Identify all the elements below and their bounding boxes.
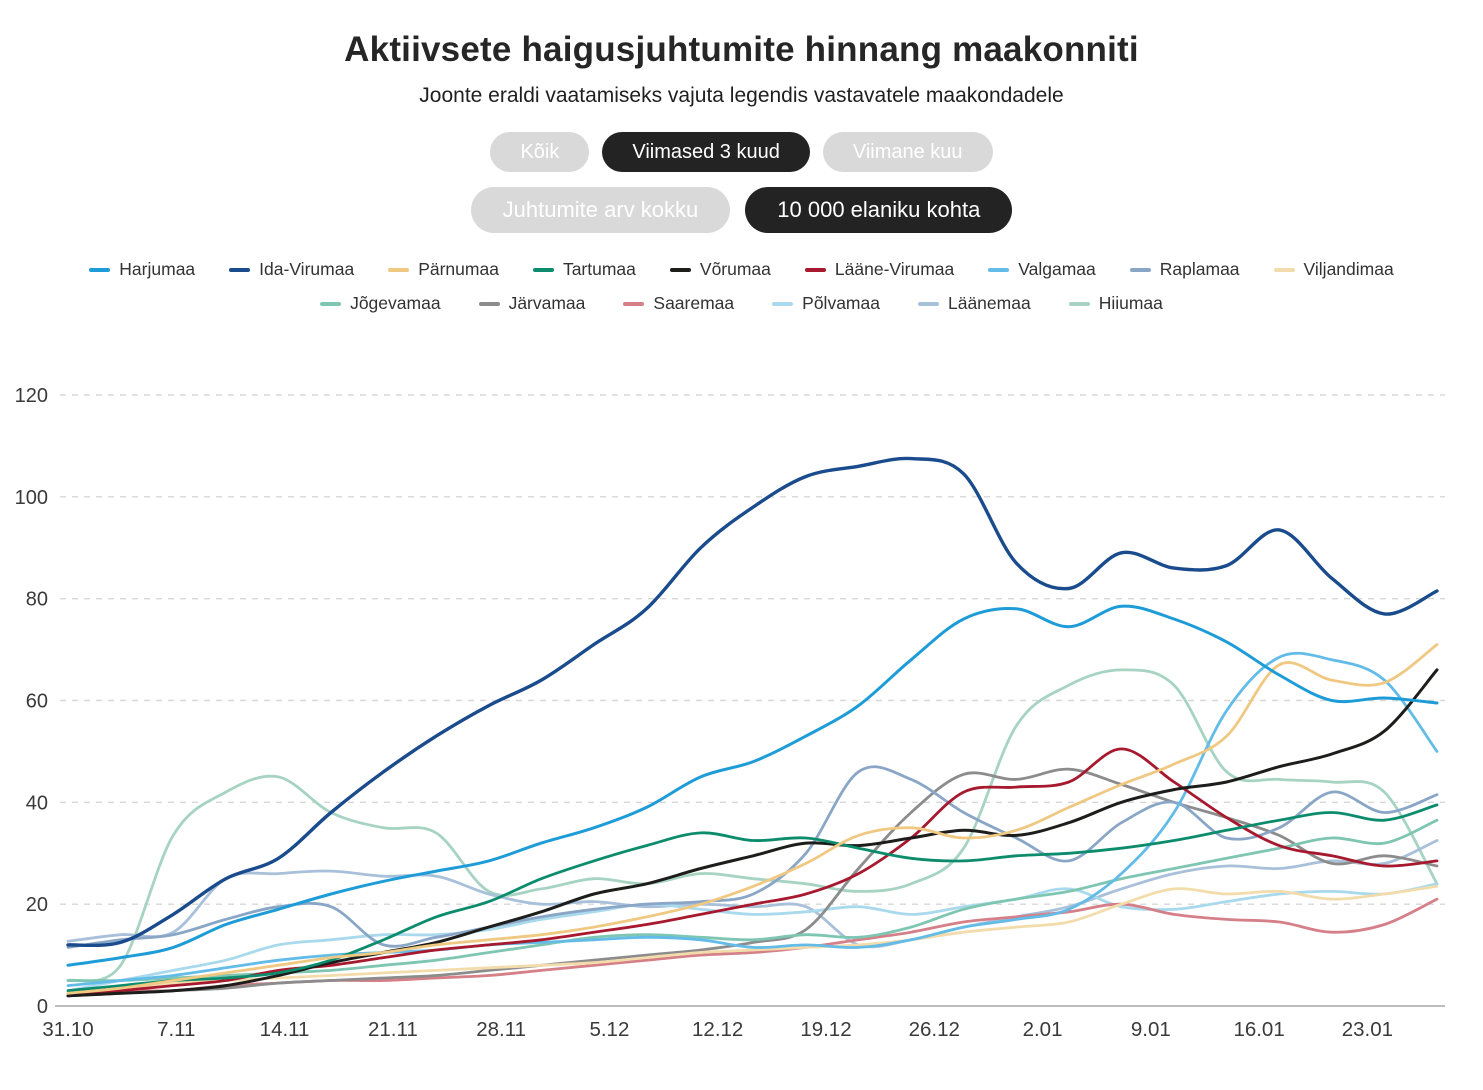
y-axis-tick-label: 80	[26, 589, 48, 611]
x-axis-tick-label: 12.12	[692, 1018, 743, 1041]
series-line-p-lvamaa[interactable]	[66, 882, 1439, 993]
legend-label: Järvamaa	[508, 293, 586, 313]
series-line-j-rvamaa[interactable]	[66, 767, 1439, 998]
legend-swatch-ida-virumaa	[229, 267, 251, 272]
y-axis-tick-label: 120	[15, 385, 48, 407]
x-axis-tick-label: 9.01	[1131, 1018, 1171, 1041]
legend-item-p-rnumaa[interactable]: Pärnumaa	[388, 259, 499, 280]
y-axis-tick-label: 100	[15, 487, 48, 509]
series-line-l-nemaa[interactable]	[66, 839, 1439, 949]
x-axis-tick-label: 2.01	[1023, 1018, 1063, 1041]
period-filter-group: Kõik Viimased 3 kuud Viimane kuu	[0, 132, 1483, 172]
legend-swatch-j-rvamaa	[478, 301, 500, 306]
legend-swatch-v-rumaa	[669, 267, 691, 272]
x-axis-tick-label: 23.01	[1342, 1018, 1393, 1041]
series-line-ida-virumaa[interactable]	[66, 456, 1439, 948]
legend-label: Põlvamaa	[802, 293, 880, 313]
page-title: Aktiivsete haigusjuhtumite hinnang maako…	[344, 30, 1139, 69]
legend-swatch-l-ne-virumaa	[804, 267, 826, 272]
filter-button-viimane-kuu[interactable]: Viimane kuu	[822, 132, 993, 172]
legend-swatch-tartumaa	[532, 267, 554, 272]
page-subtitle: Joonte eraldi vaatamiseks vajuta legendi…	[419, 84, 1064, 107]
filter-button-k-ik[interactable]: Kõik	[490, 132, 590, 172]
legend-label: Lääne-Virumaa	[834, 259, 955, 279]
series-line-valgamaa[interactable]	[66, 651, 1439, 987]
filter-button-10-000-elaniku-kohta[interactable]: 10 000 elaniku kohta	[745, 187, 1013, 233]
legend-label: Läänemaa	[947, 293, 1031, 313]
legend-item-tartumaa[interactable]: Tartumaa	[532, 259, 636, 280]
filter-button-viimased-3-kuud[interactable]: Viimased 3 kuud	[602, 132, 810, 172]
legend-swatch-j-gevamaa	[320, 301, 342, 306]
legend-swatch-l-nemaa	[917, 301, 939, 306]
x-axis-tick-label: 21.11	[368, 1018, 418, 1041]
legend-swatch-raplamaa	[1129, 267, 1151, 272]
legend-label: Valgamaa	[1018, 259, 1096, 279]
line-chart-canvas[interactable]: 0 20 40 60 80 100 120 31.10 7.11 14.11 21.11 28.11 5…	[0, 368, 1483, 1085]
legend-item-p-lvamaa[interactable]: Põlvamaa	[772, 293, 880, 314]
chart-legend: Harjumaa Ida-Virumaa Pärnumaa Tartumaa Võrum…	[0, 259, 1483, 314]
series-line-hiiumaa[interactable]	[66, 668, 1439, 983]
filter-button-juhtumite-arv-kokku[interactable]: Juhtumite arv kokku	[470, 187, 731, 233]
legend-item-harjumaa[interactable]: Harjumaa	[89, 259, 195, 280]
legend-label: Tartumaa	[562, 259, 636, 279]
x-axis-tick-label: 31.10	[42, 1018, 93, 1041]
x-axis-tick-label: 16.01	[1233, 1018, 1284, 1041]
legend-label: Hiiumaa	[1098, 293, 1163, 313]
legend-label: Saaremaa	[653, 293, 735, 313]
chart-area: 0 20 40 60 80 100 120 31.10 7.11 14.11 21.11 28.11 5…	[0, 368, 1483, 1085]
series-line-viljandimaa[interactable]	[66, 884, 1439, 993]
x-axis-tick-label: 26.12	[909, 1018, 960, 1041]
x-axis-tick-label: 7.11	[157, 1018, 195, 1041]
legend-label: Harjumaa	[119, 259, 196, 279]
series-line-v-rumaa[interactable]	[66, 668, 1439, 998]
legend-item-v-rumaa[interactable]: Võrumaa	[669, 259, 771, 280]
legend-swatch-saaremaa	[623, 301, 645, 306]
x-axis-tick-label: 14.11	[260, 1018, 310, 1041]
x-axis-tick-label: 28.11	[476, 1018, 526, 1041]
y-axis-tick-label: 0	[37, 996, 48, 1018]
legend-item-l-nemaa[interactable]: Läänemaa	[917, 293, 1031, 314]
legend-swatch-p-lvamaa	[772, 301, 794, 306]
legend-item-j-rvamaa[interactable]: Järvamaa	[478, 293, 586, 314]
legend-item-l-ne-virumaa[interactable]: Lääne-Virumaa	[804, 259, 955, 280]
legend-item-viljandimaa[interactable]: Viljandimaa	[1273, 259, 1394, 280]
legend-swatch-viljandimaa	[1273, 267, 1295, 272]
legend-item-hiiumaa[interactable]: Hiiumaa	[1068, 293, 1163, 314]
mode-filter-group: Juhtumite arv kokku 10 000 elaniku kohta	[0, 187, 1483, 233]
y-axis-tick-label: 60	[26, 691, 48, 713]
y-axis-tick-label: 40	[26, 792, 48, 814]
y-axis-tick-label: 20	[26, 894, 48, 916]
legend-item-valgamaa[interactable]: Valgamaa	[988, 259, 1096, 280]
legend-label: Ida-Virumaa	[259, 259, 355, 279]
legend-row-2: Jõgevamaa Järvamaa Saaremaa Põlvamaa Läänema…	[0, 293, 1483, 314]
legend-item-saaremaa[interactable]: Saaremaa	[623, 293, 734, 314]
legend-swatch-valgamaa	[988, 267, 1010, 272]
legend-swatch-hiiumaa	[1068, 301, 1090, 306]
series-line-p-rnumaa[interactable]	[66, 643, 1439, 995]
legend-swatch-harjumaa	[89, 267, 111, 272]
x-axis-tick-label: 5.12	[589, 1018, 629, 1041]
legend-swatch-p-rnumaa	[388, 267, 410, 272]
legend-item-j-gevamaa[interactable]: Jõgevamaa	[320, 293, 441, 314]
series-line-harjumaa[interactable]	[66, 604, 1439, 967]
x-axis-tick-label: 19.12	[800, 1018, 851, 1041]
series-line-tartumaa[interactable]	[66, 803, 1439, 993]
legend-item-ida-virumaa[interactable]: Ida-Virumaa	[229, 259, 354, 280]
legend-item-raplamaa[interactable]: Raplamaa	[1129, 259, 1240, 280]
series-line-l-ne-virumaa[interactable]	[66, 747, 1439, 998]
legend-label: Jõgevamaa	[350, 293, 441, 313]
legend-label: Viljandimaa	[1303, 259, 1394, 279]
legend-label: Võrumaa	[699, 259, 771, 279]
legend-label: Pärnumaa	[418, 259, 499, 279]
legend-row-1: Harjumaa Ida-Virumaa Pärnumaa Tartumaa Võrum…	[0, 259, 1483, 280]
legend-label: Raplamaa	[1159, 259, 1240, 279]
